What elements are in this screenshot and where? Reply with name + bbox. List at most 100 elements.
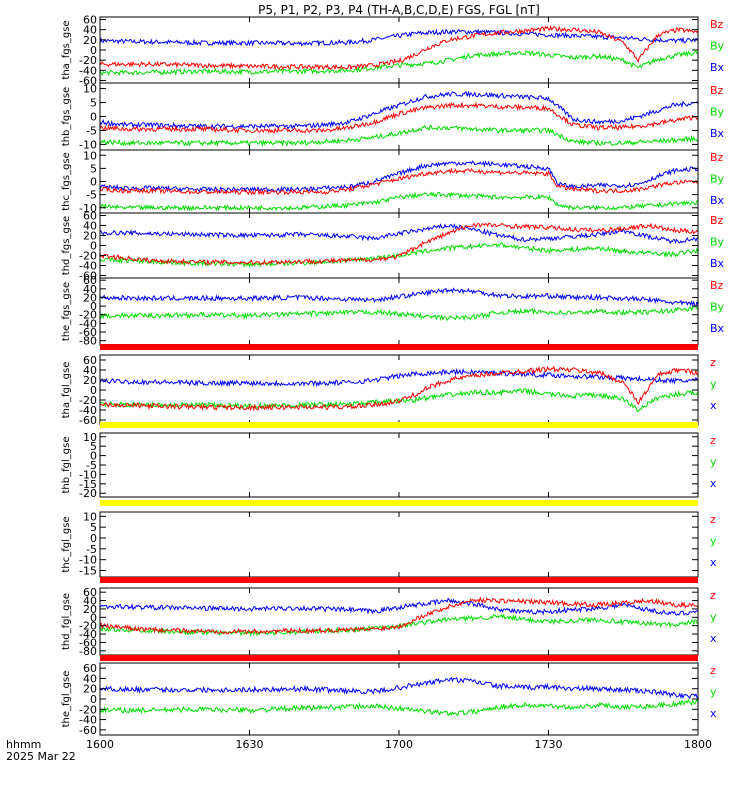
ylabel-thd_fgl_gse: thd_fgl_gse [61,593,72,650]
legend-z: z [710,434,716,447]
series-thd_fgl_gse-y [100,613,698,638]
ytick-label: -60 [79,270,97,283]
ytick-label: -10 [79,138,97,151]
ytick-label: -5 [86,459,97,472]
ytick-label: 60 [83,662,97,675]
legend-x: x [710,632,717,645]
legend-Bx: Bx [710,127,725,140]
ytick-label: -10 [79,554,97,567]
series-tha_fgs_gse-Bx [100,28,698,47]
ytick-label: 20 [83,603,97,616]
ytick-label: 0 [90,384,97,397]
legend-x: x [710,707,717,720]
legend-Bx: Bx [710,322,725,335]
legend-y: y [710,378,717,391]
quality-flag-bar [100,422,698,428]
frame-thb_fgl_gse [99,432,699,498]
ylabel-tha_fgl_gse: tha_fgl_gse [61,362,72,419]
ylabel-thd_fgs_gse: thd_fgs_gse [61,216,72,275]
ytick-label: 0 [90,693,97,706]
traces-thd_fgs_gse [100,222,698,269]
frame-the_fgl_gse [99,662,699,736]
legend-x: x [710,477,717,490]
ylabel-thc_fgl_gse: thc_fgl_gse [61,516,72,572]
frame-thb_fgs_gse [99,82,699,151]
legend-y: y [710,535,717,548]
frame-thc_fgs_gse [99,149,699,214]
traces-thc_fgs_gse [100,160,698,212]
ytick-label: 10 [83,83,97,96]
ytick-label: -20 [79,620,97,633]
ytick-label: 40 [83,220,97,233]
legend-y: y [710,456,717,469]
ytick-label: 0 [90,532,97,545]
ytick-label: 10 [83,510,97,523]
quality-flag-bar [100,344,698,350]
ytick-label: 5 [90,440,97,453]
ytick-label: -15 [79,478,97,491]
ytick-label: 60 [83,14,97,27]
ytick-label: 60 [83,354,97,367]
xtick-label-1700: 1700 [385,738,413,751]
ytick-label: -20 [79,703,97,716]
time-axis: 1600 1630 1700 1730 1800 [86,738,712,751]
ytick-label: 5 [90,162,97,175]
legend-By: By [710,173,725,186]
ytick-label: -5 [86,124,97,137]
legend-x: x [710,556,717,569]
series-thc_fgs_gse-By [100,191,698,212]
ytick-label: 5 [90,97,97,110]
ytick-label: 60 [83,274,97,287]
xtick-label-1800: 1800 [684,738,712,751]
legend-z: z [710,664,716,677]
ytick-label: 0 [90,111,97,124]
ylabel-thb_fgl_gse: thb_fgl_gse [61,437,72,494]
ytick-label: 40 [83,283,97,296]
ytick-label: -40 [79,714,97,727]
xtick-label-1630: 1630 [236,738,264,751]
quality-flag-bar [100,500,698,506]
series-thd_fgs_gse-Bx [100,223,698,245]
ylabel-tha_fgs_gse: tha_fgs_gse [61,20,72,79]
ytick-label: -40 [79,260,97,273]
ytick-label: -5 [86,189,97,202]
frame-the_fgs_gse [99,277,699,346]
ytick-label: 40 [83,672,97,685]
ytick-label: -20 [79,487,97,500]
ytick-label: -20 [79,309,97,322]
ytick-label: 40 [83,364,97,377]
traces-thd_fgl_gse [100,595,698,638]
ytick-label: -80 [79,335,97,348]
legend-y: y [710,686,717,699]
ytick-label: 60 [83,210,97,223]
frame-tha_fgl_gse [99,354,699,426]
series-thd_fgl_gse-x [100,597,698,616]
ytick-label: -40 [79,64,97,77]
series-tha_fgs_gse-Bz [100,25,698,71]
plot-date: 2025 Mar 22 [6,750,76,763]
ylabel-the_fgl_gse: the_fgl_gse [61,671,72,728]
ytick-label: 0 [90,450,97,463]
ytick-label: -40 [79,628,97,641]
ytick-label: 60 [83,586,97,599]
ytick-label: -20 [79,250,97,263]
ytick-label: 20 [83,374,97,387]
quality-flag-bar [100,655,698,661]
series-thd_fgs_gse-Bz [100,222,698,266]
ytick-label: -5 [86,543,97,556]
ytick-label: 5 [90,521,97,534]
frame-thd_fgl_gse [99,587,699,656]
ytick-label: -20 [79,54,97,67]
ytick-label: 40 [83,24,97,37]
traces-the_fgs_gse [100,287,698,322]
legend-z: z [710,589,716,602]
plot-title: P5, P1, P2, P3, P4 (TH-A,B,C,D,E) FGS, F… [258,3,540,17]
